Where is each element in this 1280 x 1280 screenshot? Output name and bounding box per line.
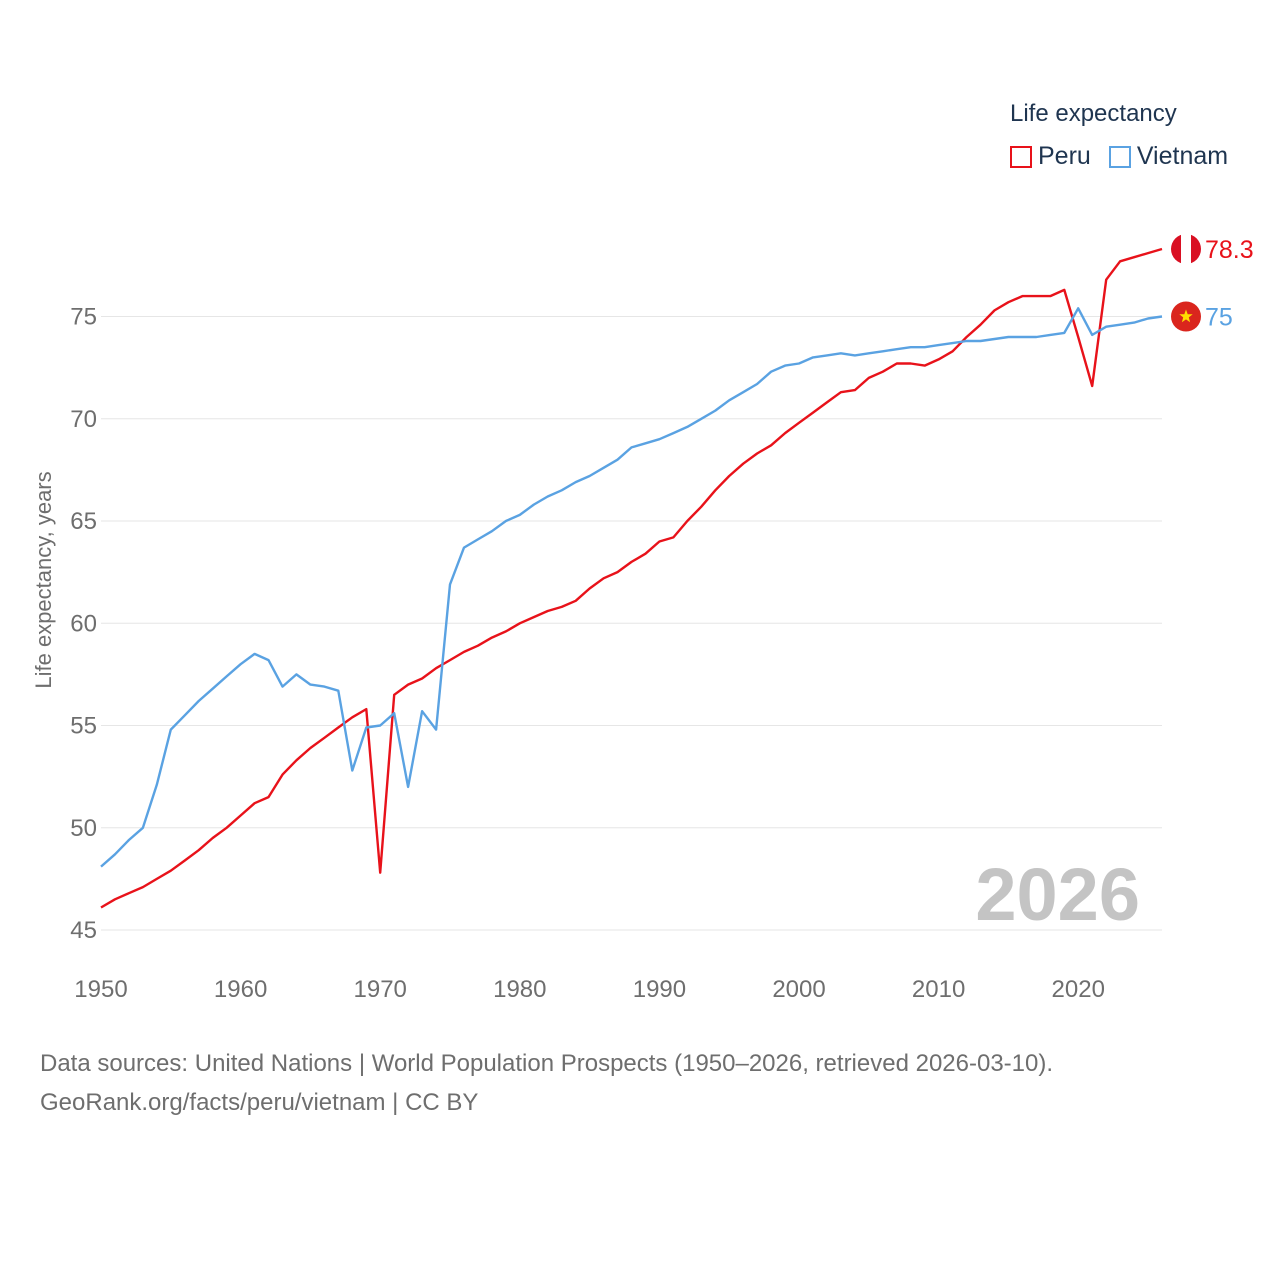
x-tick-label: 1990 [633,976,686,1003]
series-line-peru [100,247,1163,909]
end-value-label-peru: 78.3 [1205,236,1254,264]
series-line-vietnam [100,307,1163,868]
x-tick-label: 1960 [214,976,267,1003]
legend-item-peru[interactable]: Peru [1010,142,1091,171]
flag-vietnam-icon [1171,301,1201,332]
y-tick-labels: 45 50 55 60 65 70 75 [70,304,97,945]
x-tick-label: 2020 [1052,976,1105,1003]
current-year-label: 2026 [975,853,1140,936]
series-lines [100,247,1163,909]
end-value-label-vietnam: 75 [1205,304,1233,332]
x-tick-label: 2010 [912,976,965,1003]
gridlines [101,316,1162,931]
attribution-line: GeoRank.org/facts/peru/vietnam | CC BY [40,1089,479,1116]
legend-title: Life expectancy [1010,100,1177,127]
y-tick-label: 60 [70,610,97,637]
x-tick-label: 2000 [772,976,825,1003]
legend-swatch-vietnam [1108,145,1131,168]
y-tick-label: 75 [70,304,97,331]
y-tick-label: 50 [70,815,97,842]
y-tick-label: 70 [70,406,97,433]
legend: Peru Vietnam [1010,142,1228,171]
x-tick-label: 1980 [493,976,546,1003]
source-line: Data sources: United Nations | World Pop… [40,1050,1054,1077]
legend-swatch-peru [1010,145,1032,168]
y-tick-label: 55 [70,713,97,740]
y-tick-label: 45 [70,917,97,944]
y-axis-label: Life expectancy, years [31,471,56,688]
series-end-markers: 78.3 75 [1171,234,1254,332]
x-tick-label: 1950 [74,976,127,1003]
legend-item-vietnam[interactable]: Vietnam [1108,142,1229,171]
legend-label-vietnam: Vietnam [1136,142,1229,170]
legend-label-peru: Peru [1038,142,1091,170]
source-note: Data sources: United Nations | World Pop… [40,1044,1053,1122]
x-tick-labels: 1950 1960 1970 1980 1990 2000 2010 2020 [74,976,1105,1003]
y-tick-label: 65 [70,508,97,535]
x-tick-label: 1970 [354,976,407,1003]
flag-peru-icon [1171,234,1201,265]
